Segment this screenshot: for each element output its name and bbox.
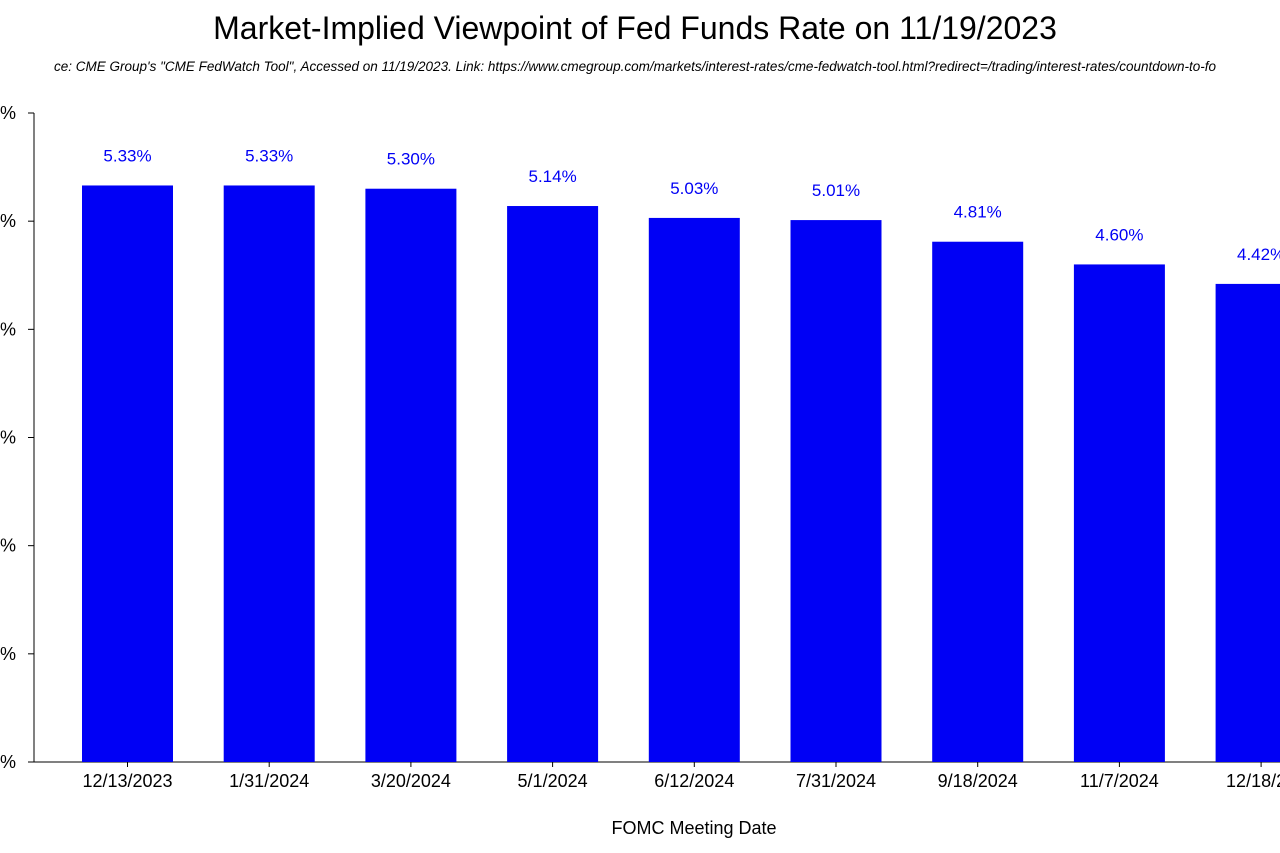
data-label: 5.33%: [103, 146, 151, 165]
data-label: 4.81%: [954, 203, 1002, 222]
y-tick-label: %: [0, 211, 16, 231]
y-tick-label: %: [0, 536, 16, 556]
x-tick-label: 1/31/2024: [229, 771, 309, 791]
data-label: 5.33%: [245, 146, 293, 165]
bar: [1215, 283, 1280, 762]
x-tick-label: 6/12/2024: [654, 771, 734, 791]
x-tick-label: 11/7/2024: [1080, 771, 1159, 791]
data-label: 5.14%: [528, 167, 576, 186]
y-tick-label: %: [0, 319, 16, 339]
x-axis-title: FOMC Meeting Date: [611, 818, 776, 838]
bar: [365, 188, 457, 762]
y-tick-label: %: [0, 752, 16, 772]
bar: [790, 220, 882, 762]
bar: [932, 241, 1024, 763]
bar: [1073, 264, 1165, 762]
chart-subtitle: ce: CME Group's "CME FedWatch Tool", Acc…: [53, 59, 1217, 74]
y-tick-label: %: [0, 428, 16, 448]
x-tick-label: 12/13/2023: [82, 771, 172, 791]
y-tick-label: %: [0, 103, 16, 123]
data-label: 5.01%: [812, 181, 860, 200]
x-tick-label: 3/20/2024: [371, 771, 451, 791]
data-label: 5.03%: [670, 179, 718, 198]
y-tick-label: %: [0, 644, 16, 664]
bar: [82, 185, 173, 762]
x-tick-label: 9/18/2024: [938, 771, 1018, 791]
data-label: 4.60%: [1095, 225, 1143, 244]
data-label: 4.42%: [1237, 245, 1280, 264]
bar: [648, 217, 740, 763]
chart-title: Market-Implied Viewpoint of Fed Funds Ra…: [213, 10, 1057, 46]
x-tick-label: 12/18/20: [1226, 771, 1280, 791]
x-tick-label: 5/1/2024: [518, 771, 588, 791]
data-label: 5.30%: [387, 150, 435, 169]
bar: [507, 206, 599, 763]
x-tick-label: 7/31/2024: [796, 771, 876, 791]
bar: [223, 185, 315, 762]
